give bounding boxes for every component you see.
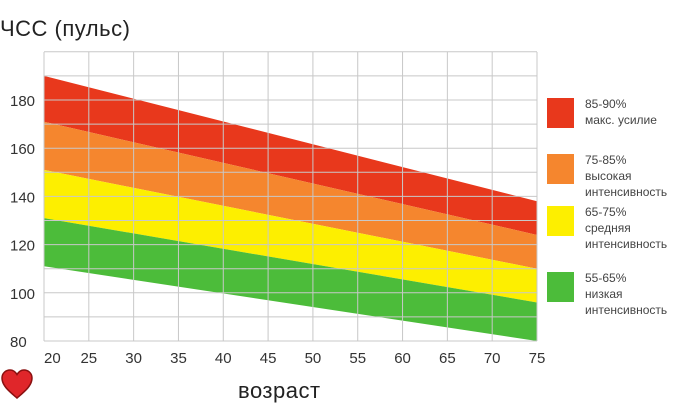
y-tick-label: 100 <box>10 286 35 303</box>
band-2 <box>44 121 537 269</box>
legend-swatch <box>547 98 574 128</box>
x-tick-label: 30 <box>125 350 142 367</box>
y-tick-label: 80 <box>10 334 27 351</box>
ticks-layer: 80 100 120 140 160 180 20 25 30 35 40 45 50 55 60 65 70 7… <box>10 93 545 367</box>
x-axis-title: возраст <box>238 378 321 403</box>
x-tick-label: 55 <box>349 350 366 367</box>
x-tick-label: 40 <box>215 350 232 367</box>
x-tick-label: 65 <box>439 350 456 367</box>
legend-swatch <box>547 272 574 302</box>
legend-swatch <box>547 206 574 236</box>
x-tick-label: 45 <box>260 350 277 367</box>
legend-label: 65-75% средняя интенсивность <box>585 205 668 251</box>
heart-icon <box>1 369 33 399</box>
x-tick-label: 75 <box>529 350 546 367</box>
legend-label: 55-65% низкая интенсивность <box>585 271 668 317</box>
legend-swatch <box>547 154 574 184</box>
x-tick-label: 60 <box>394 350 411 367</box>
legend-label: 85-90% макс. усилие <box>585 97 657 127</box>
band-1 <box>44 75 537 235</box>
x-tick-label: 25 <box>80 350 97 367</box>
y-tick-label: 140 <box>10 189 35 206</box>
x-tick-label: 70 <box>484 350 501 367</box>
band-4 <box>44 218 537 341</box>
x-tick-label: 35 <box>170 350 187 367</box>
y-tick-label: 180 <box>10 93 35 110</box>
band-3 <box>44 169 537 303</box>
legend-label: 75-85% высокая интенсивность <box>585 153 668 199</box>
bands-layer <box>44 75 537 341</box>
grid-layer <box>43 51 538 342</box>
x-tick-label: 20 <box>44 350 61 367</box>
y-tick-label: 120 <box>10 238 35 255</box>
y-axis-title: ЧСС (пульс) <box>0 16 131 41</box>
x-tick-label: 50 <box>305 350 322 367</box>
y-tick-label: 160 <box>10 141 35 158</box>
